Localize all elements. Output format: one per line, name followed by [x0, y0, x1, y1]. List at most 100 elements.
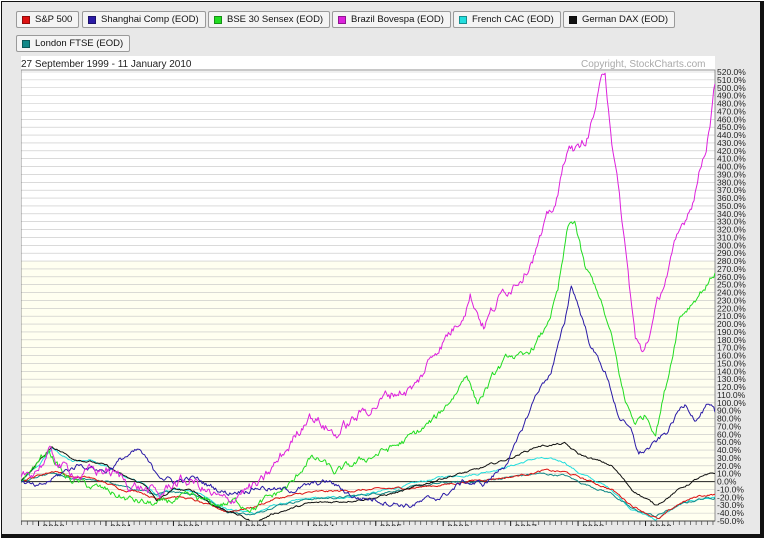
legend-swatch — [22, 16, 30, 24]
x-axis: 2000 2001 2002 2003 2004 2005 2006 2007 2008 2009 — [21, 520, 715, 527]
legend-swatch — [22, 40, 30, 48]
y-tick-label: 520.0% — [717, 67, 746, 77]
series-line — [21, 285, 715, 508]
x-tick-label: 2006 — [447, 524, 470, 527]
legend-item[interactable]: Shanghai Comp (EOD) — [82, 11, 206, 28]
y-tick-label: 420.0% — [717, 146, 746, 156]
y-tick-label: 150.0% — [717, 358, 746, 368]
legend-swatch — [459, 16, 467, 24]
legend-item[interactable]: S&P 500 — [16, 11, 80, 28]
y-tick-label: 380.0% — [717, 177, 746, 187]
y-tick-label: 370.0% — [717, 185, 746, 195]
y-tick-label: -10.0% — [717, 484, 744, 494]
plot-area-lower — [21, 261, 715, 521]
y-tick-label: 20.0% — [717, 461, 742, 471]
y-tick-label: -20.0% — [717, 492, 744, 502]
series-line — [21, 72, 715, 505]
x-tick-label: 2003 — [245, 524, 268, 527]
legend-swatch — [88, 16, 96, 24]
legend-item[interactable]: French CAC (EOD) — [453, 11, 561, 28]
legend-label: French CAC (EOD) — [472, 14, 554, 25]
gridlines — [21, 69, 716, 522]
series-line — [21, 468, 715, 520]
series-layer — [21, 72, 715, 521]
y-tick-label: 300.0% — [717, 240, 746, 250]
x-tick-label: 2002 — [177, 524, 200, 527]
y-axis: 520.0%510.0%500.0%490.0%480.0%470.0%460.… — [717, 67, 746, 526]
y-tick-label: -40.0% — [717, 508, 744, 518]
y-tick-label: 490.0% — [717, 91, 746, 101]
y-tick-label: 220.0% — [717, 303, 746, 313]
x-tick-label: 2009 — [650, 524, 673, 527]
y-tick-label: 350.0% — [717, 201, 746, 211]
legend-item[interactable]: London FTSE (EOD) — [16, 35, 131, 52]
y-tick-label: 30.0% — [717, 453, 742, 463]
y-tick-label: 480.0% — [717, 99, 746, 109]
legend-swatch — [569, 16, 577, 24]
x-tick-label: 2000 — [43, 524, 66, 527]
y-tick-label: 340.0% — [717, 209, 746, 219]
y-tick-label: 320.0% — [717, 225, 746, 235]
y-tick-label: 90.0% — [717, 406, 742, 416]
y-tick-label: 310.0% — [717, 232, 746, 242]
y-tick-label: 430.0% — [717, 138, 746, 148]
series-line — [21, 441, 715, 521]
y-tick-label: 440.0% — [717, 130, 746, 140]
y-tick-label: 120.0% — [717, 382, 746, 392]
legend-swatch — [338, 16, 346, 24]
y-tick-label: 60.0% — [717, 429, 742, 439]
legend-label: German DAX (EOD) — [582, 14, 669, 25]
legend-label: London FTSE (EOD) — [35, 38, 124, 49]
y-tick-label: 230.0% — [717, 295, 746, 305]
y-tick-label: 460.0% — [717, 114, 746, 124]
y-tick-label: 500.0% — [717, 83, 746, 93]
y-tick-label: -50.0% — [717, 516, 744, 526]
date-range: 27 September 1999 - 11 January 2010 — [21, 59, 192, 70]
x-tick-label: 2004 — [312, 524, 335, 527]
performance-chart: 520.0%510.0%500.0%490.0%480.0%470.0%460.… — [21, 56, 746, 527]
y-tick-label: 140.0% — [717, 366, 746, 376]
y-tick-label: 250.0% — [717, 280, 746, 290]
y-tick-label: 240.0% — [717, 288, 746, 298]
legend-label: BSE 30 Sensex (EOD) — [227, 14, 324, 25]
y-tick-label: 10.0% — [717, 469, 742, 479]
legend-label: S&P 500 — [35, 14, 73, 25]
x-tick-label: 2001 — [110, 524, 133, 527]
y-tick-label: 470.0% — [717, 106, 746, 116]
x-tick-label: 2005 — [380, 524, 403, 527]
y-tick-label: 0.0% — [717, 477, 737, 487]
y-tick-label: 180.0% — [717, 335, 746, 345]
y-tick-label: 110.0% — [717, 390, 746, 400]
y-tick-label: 280.0% — [717, 256, 746, 266]
legend-item[interactable]: BSE 30 Sensex (EOD) — [208, 11, 331, 28]
series-line — [21, 472, 715, 518]
y-tick-label: 130.0% — [717, 374, 746, 384]
y-tick-label: 200.0% — [717, 319, 746, 329]
y-tick-label: 410.0% — [717, 154, 746, 164]
series-line — [21, 220, 715, 513]
legend-label: Brazil Bovespa (EOD) — [351, 14, 444, 25]
x-tick-label: 2007 — [515, 524, 538, 527]
y-tick-label: 160.0% — [717, 351, 746, 361]
y-tick-label: 80.0% — [717, 414, 742, 424]
y-tick-label: 70.0% — [717, 421, 742, 431]
y-tick-label: 50.0% — [717, 437, 742, 447]
y-tick-label: 400.0% — [717, 162, 746, 172]
y-tick-label: 100.0% — [717, 398, 746, 408]
y-tick-label: 190.0% — [717, 327, 746, 337]
legend-item[interactable]: Brazil Bovespa (EOD) — [332, 11, 451, 28]
y-tick-label: 360.0% — [717, 193, 746, 203]
y-tick-label: 170.0% — [717, 343, 746, 353]
legend-item[interactable]: German DAX (EOD) — [563, 11, 676, 28]
legend-swatch — [214, 16, 222, 24]
y-tick-label: 270.0% — [717, 264, 746, 274]
copyright: Copyright, StockCharts.com — [581, 59, 706, 70]
y-tick-label: 450.0% — [717, 122, 746, 132]
y-tick-label: 210.0% — [717, 311, 746, 321]
y-tick-label: 390.0% — [717, 169, 746, 179]
y-tick-label: 330.0% — [717, 217, 746, 227]
y-tick-label: 40.0% — [717, 445, 742, 455]
y-tick-label: 260.0% — [717, 272, 746, 282]
x-tick-label: 2008 — [582, 524, 605, 527]
